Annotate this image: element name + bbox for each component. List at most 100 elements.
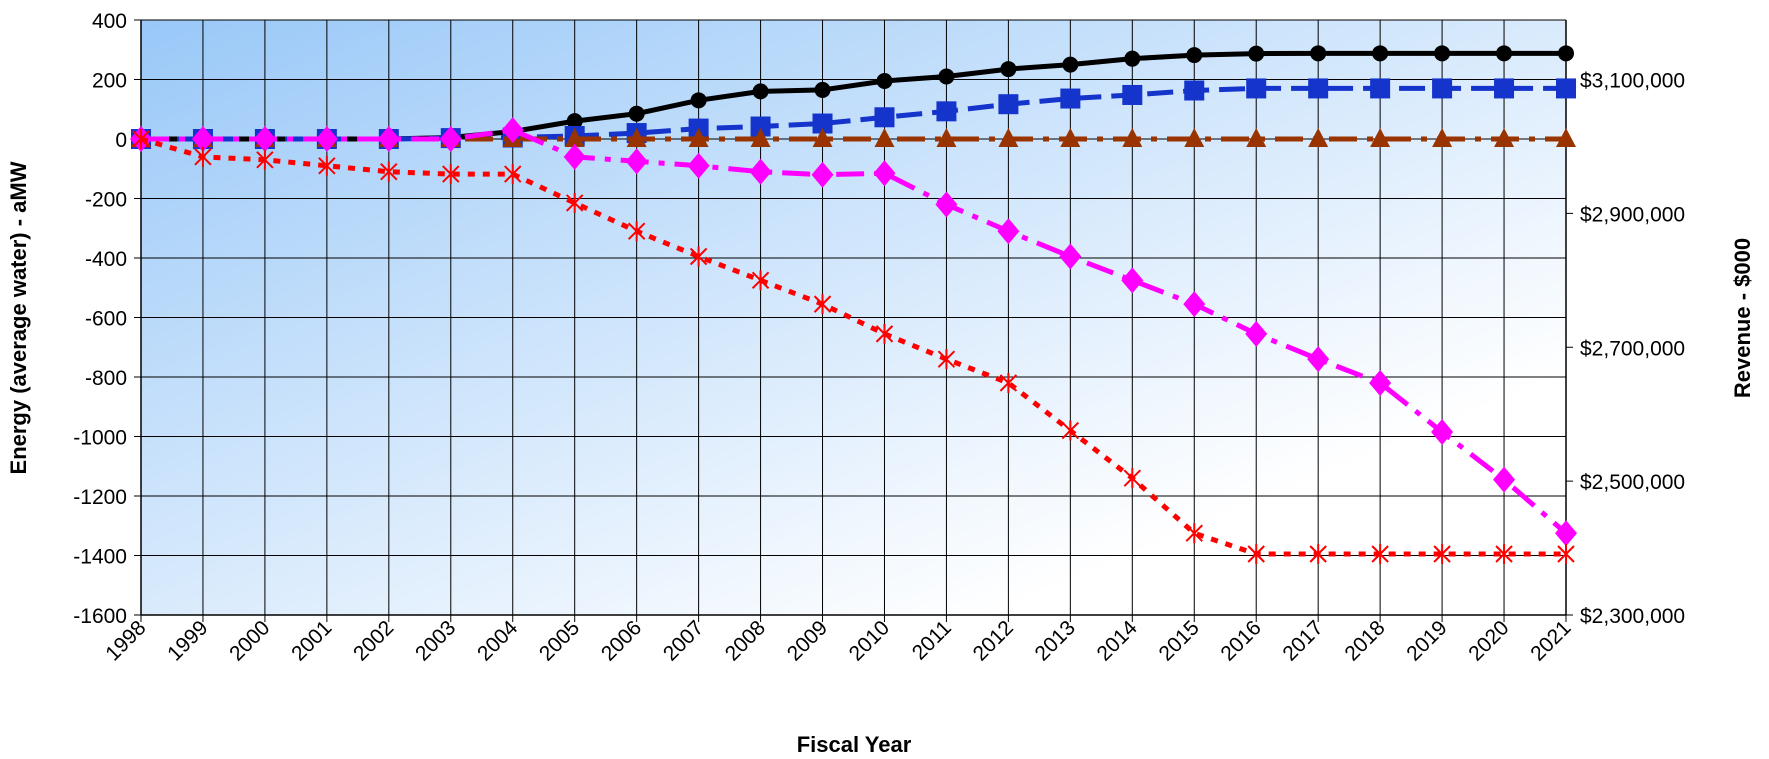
data-point [194,146,212,167]
data-point [1431,419,1454,446]
x-tick-label: 2002 [349,616,398,665]
data-point [1371,544,1389,565]
data-point [504,164,522,185]
y-tick-label: -200 [85,189,127,212]
data-point [876,72,893,89]
data-point [1246,128,1267,147]
data-point [1557,544,1575,565]
x-tick-label: 2016 [1216,616,1265,665]
x-tick-label: 2010 [845,616,894,665]
y2-tick-label: $2,900,000 [1580,203,1685,226]
series-star [132,129,1575,565]
y-tick-label: -600 [85,308,127,331]
x-tick-label: 2007 [659,616,708,665]
x-tick-label: 2013 [1031,616,1080,665]
data-point [439,126,462,152]
data-point [1059,243,1082,270]
data-point [1556,78,1576,99]
data-point [566,113,583,130]
data-point [564,128,585,147]
data-point [1494,78,1515,99]
data-point [813,294,832,315]
data-point [1494,128,1515,147]
data-point [377,126,400,152]
data-point [253,126,276,152]
data-point [938,68,955,85]
x-tick-label: 2014 [1093,616,1143,666]
x-tick-label: 1999 [163,616,212,665]
data-point [1496,45,1513,62]
y-tick-label: -1400 [73,546,127,569]
data-point [749,158,772,185]
data-point [812,128,833,147]
data-point [1246,78,1267,99]
data-point [565,192,584,213]
series-diamond [130,117,1577,547]
y2-tick-label: $2,300,000 [1580,605,1685,628]
data-point [1061,420,1080,441]
data-point [874,107,895,128]
data-point [875,323,894,344]
data-point [627,221,646,242]
data-point [812,113,833,134]
data-point [811,161,834,188]
data-point [936,128,957,147]
data-point [1184,80,1205,101]
x-tick-label: 2021 [1526,616,1575,665]
data-point [1060,88,1081,109]
data-point [256,149,274,170]
x-tick-label: 2019 [1402,616,1451,665]
data-point [563,143,586,170]
data-point [1556,128,1576,147]
data-point [315,126,338,152]
y2-tick-label: $2,700,000 [1580,337,1685,360]
series-line [140,136,1566,557]
data-point [1000,61,1017,78]
y-tick-label: -800 [85,367,127,390]
data-point [935,191,958,218]
x-tick-label: 2009 [783,616,832,665]
data-point [1121,267,1144,294]
data-point [1184,128,1205,147]
x-tick-label: 2004 [473,616,523,666]
data-point [1248,45,1265,62]
data-point [1122,128,1143,147]
data-point [1434,45,1451,62]
y-tick-label: -1000 [73,427,127,450]
data-point [1185,523,1203,544]
data-point [132,129,150,149]
data-point [628,105,645,122]
data-point [998,128,1019,147]
data-point [1558,45,1574,62]
data-point [1432,78,1453,99]
data-point [1060,128,1081,147]
data-point [318,155,336,176]
data-point [1308,78,1329,99]
data-point [814,81,831,98]
series-group [130,45,1577,565]
data-point [1495,544,1513,565]
x-tick-label: 2020 [1464,616,1513,665]
y-tick-label: 200 [92,70,127,93]
data-point [689,246,708,267]
data-point [688,128,709,147]
grid-lines [134,19,1573,622]
y2-tick-label: $2,500,000 [1580,471,1685,494]
data-point [442,164,460,185]
x-axis-title: Fiscal Year [797,732,912,757]
data-point [1307,346,1330,373]
data-point [1183,291,1206,318]
data-point [1310,45,1327,62]
data-point [191,126,214,152]
data-point [751,270,770,291]
y-tick-label: 400 [92,10,127,33]
data-point [936,101,957,122]
x-tick-label: 2018 [1340,616,1389,665]
y-tick-label: 0 [115,129,127,152]
data-point [1245,320,1268,347]
data-point [752,83,769,100]
y-tick-label: -400 [85,248,127,271]
data-point [687,152,710,179]
data-point [1062,56,1079,73]
x-tick-label: 2005 [535,616,584,665]
